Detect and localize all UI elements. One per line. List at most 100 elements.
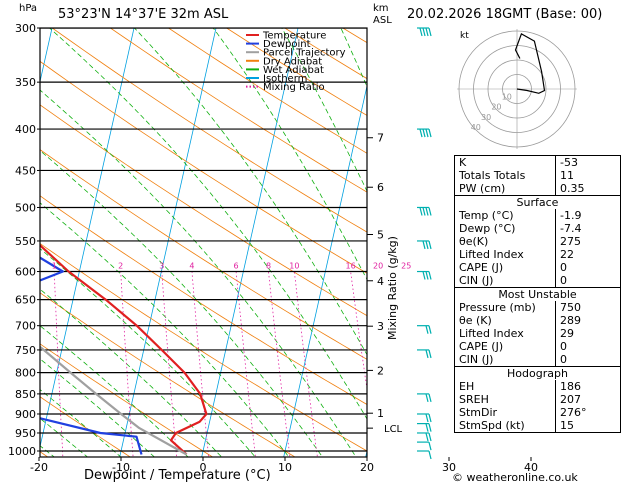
wet-adiabat-line [48,28,367,420]
surface-label: Dewp (°C) [459,222,516,235]
pressure-tick-label: 650 [15,294,36,307]
hodo-row: StmDir 276° [455,406,621,419]
legend-label: Isotherm [263,74,307,85]
dewpoint-curve [40,256,143,455]
mixing-ratio-line [53,271,64,457]
dry-adiabat-line [40,243,367,452]
mu-row: Pressure (mb) 750 [455,301,621,314]
barb-flag [425,207,429,216]
legend-label: Dry Adiabat [263,56,322,67]
wet-adiabat-line [133,28,367,356]
hodograph-ring-label: 30 [481,113,491,122]
surface-value: -1.9 [555,209,621,222]
mu-label: CIN (J) [459,353,494,366]
copyright-notice: © weatheronline.co.uk [452,471,578,484]
mu-row: CIN (J) 0 [455,353,621,367]
surface-row: Lifted Index 22 [455,248,621,261]
km-tick-label: 4 [377,275,384,288]
dry-adiabat-line [167,28,367,154]
dry-adiabat-line [40,195,367,405]
legend-label: Wet Adiabat [263,65,324,76]
wet-adiabat-line [40,202,290,457]
pressure-tick-label: 350 [15,76,36,89]
isotherm-line [119,28,217,457]
mu-value: 0 [555,340,621,353]
barb-flag [428,413,432,423]
barb-flag [425,27,429,37]
barb-flag [425,325,429,334]
surface-label: θe(K) [459,235,489,248]
barb-flag [425,128,429,138]
temperature-tick-label: 40 [524,461,538,474]
temperature-tick-label: 0 [200,461,207,474]
km-tick-label: 6 [377,181,384,194]
legend-label: Dewpoint [263,39,311,50]
hodo-row: SREH 207 [455,393,621,406]
wet-adiabat-line [40,150,324,457]
dry-adiabat-line [40,60,367,274]
mu-label: θe (K) [459,314,492,327]
mixing-ratio-value-label: 16 [345,262,355,271]
lcl-label: LCL [384,424,403,435]
pressure-tick-label: 400 [15,123,36,136]
dry-adiabat-line [40,104,367,317]
mixing-ratio-value-label: 1 [52,262,57,271]
profile-curves [40,243,208,456]
mixing-ratio-line [120,271,134,457]
hodo-label: StmDir [459,406,498,419]
barb-flag [425,271,429,280]
barb-flag [428,432,432,442]
index-label: K [459,156,467,169]
asl-label: ASL [373,15,392,26]
surface-row: CAPE (J) 0 [455,261,621,274]
wet-adiabat-line [40,89,357,457]
mu-label: Pressure (mb) [459,301,536,314]
mixing-ratio-line [293,271,318,457]
barb-flag [428,271,432,280]
wind-barb [417,423,432,432]
barb-flag [428,240,432,250]
dry-adiabat-line [40,343,214,457]
barb-flag [428,349,432,359]
isotherm-line [201,28,299,457]
barb-flag [428,423,432,432]
hodo-header-row: Hodograph [454,366,621,380]
pressure-tick-label: 500 [15,201,36,214]
km-tick-label: 7 [377,132,384,145]
wind-barb [417,240,432,250]
surface-value: 275 [555,235,621,248]
temperature-tick-label: 10 [278,461,292,474]
mu-value: 0 [555,353,621,367]
wind-barb [417,27,432,37]
barb-flag [428,393,432,403]
pressure-tick-label: 850 [15,388,36,401]
hodo-value: 15 [555,419,621,433]
hpa-unit-label: hPa [19,3,38,14]
legend-label: Mixing Ratio [263,82,325,93]
barb-flag [422,27,426,37]
legend-label: Parcel Trajectory [263,48,346,59]
surface-label: CAPE (J) [459,261,504,274]
barb-flag [425,240,429,250]
hodo-label: StmSpd (kt) [459,419,525,432]
datetime-header: 20.02.2026 18GMT (Base: 00) [407,7,603,22]
index-label: PW (cm) [459,182,506,195]
parcel-trajectory-curve [40,345,188,456]
wet-adiabat-line [40,248,256,457]
isotherm-line [40,28,135,449]
indices-table: K -53 Totals Totals 11 PW (cm) 0.35 Surf… [454,155,621,433]
barb-flag [425,349,429,359]
wind-barb [417,128,432,138]
wind-barbs [417,27,432,460]
wind-barb [417,270,432,280]
pressure-tick-label: 900 [15,408,36,421]
hodograph-title: Hodograph [454,366,621,380]
mixing-ratio-line [191,271,210,457]
mixing-ratio-value-label: 25 [401,262,411,271]
temperature-tick-label: -10 [112,461,130,474]
hodo-label: SREH [459,393,489,406]
hodograph-ring-label: 20 [491,103,501,112]
x-axis-label: Dewpoint / Temperature (°C) [84,468,271,483]
dry-adiabat-line [40,149,367,360]
